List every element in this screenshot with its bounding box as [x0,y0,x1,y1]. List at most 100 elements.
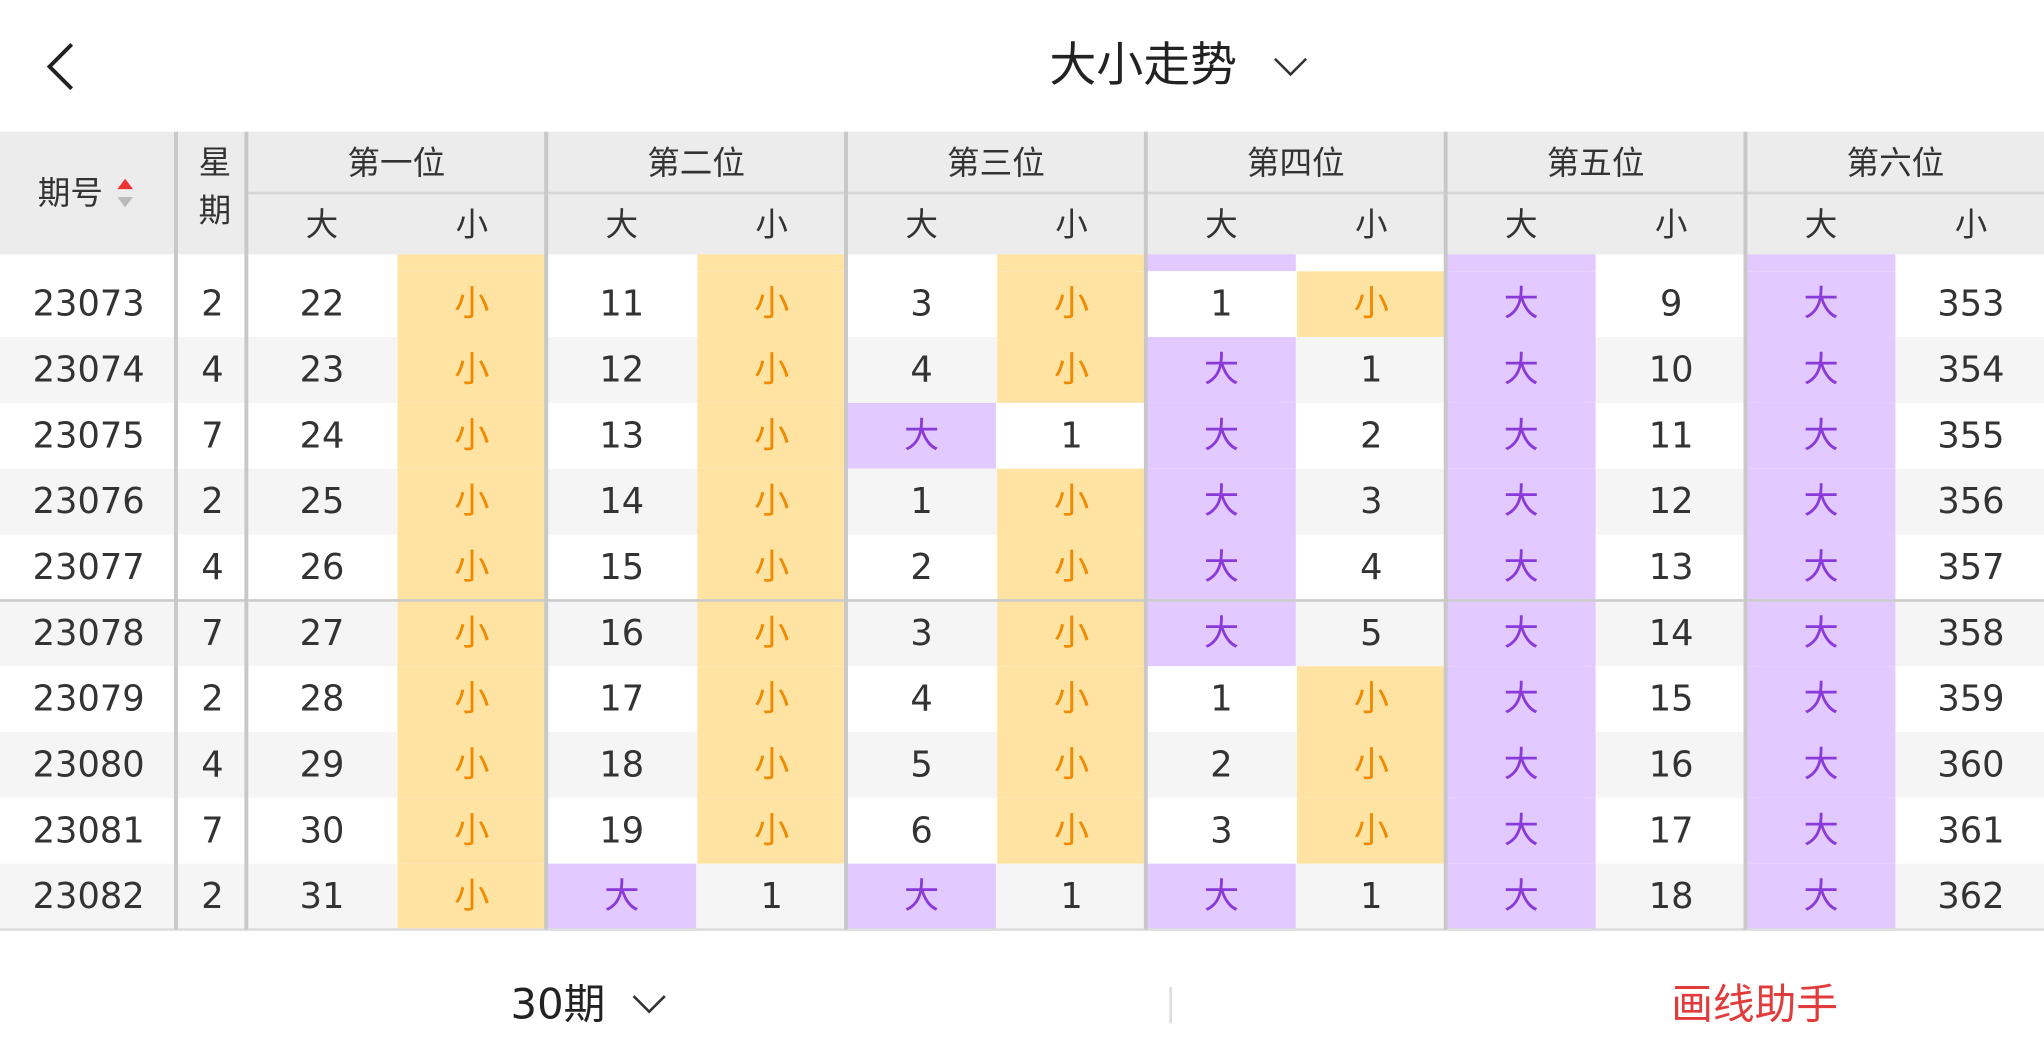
trend-cell: 小 [1054,744,1089,785]
trend-cell: 小 [1054,679,1089,720]
trend-cell: 小 [454,744,489,785]
trend-cell: 大 [1803,810,1838,851]
sort-down[interactable] [117,196,133,208]
trend-cell: 大 [1504,284,1539,325]
trend-cell: 大 [1803,284,1838,325]
weekday-cell: 2 [201,679,223,720]
small-highlight [697,271,847,338]
trend-cell: 大 [1204,481,1239,522]
trend-cell: 1 [910,481,932,522]
sub-header: 小 [1955,205,1988,243]
big-highlight [1446,797,1596,864]
trend-cell: 30 [300,810,345,851]
small-highlight [997,468,1146,535]
trend-cell: 16 [1649,744,1694,785]
small-highlight [697,402,847,469]
trend-cell: 大 [1204,876,1239,917]
partial-cell [1746,254,1896,272]
trend-cell: 小 [754,481,789,522]
trend-cell: 小 [1054,481,1089,522]
trend-cell: 大 [1504,547,1539,588]
trend-cell: 360 [1937,744,2004,785]
big-highlight [1746,402,1896,469]
trend-cell: 1 [1210,679,1232,720]
trend-cell: 小 [1054,547,1089,588]
trend-cell: 大 [1504,744,1539,785]
trend-cell: 小 [1354,284,1389,325]
small-highlight [997,534,1146,601]
sub-header: 小 [1655,205,1688,243]
trend-cell: 353 [1937,284,2004,325]
sub-header: 大 [1805,205,1838,243]
page-title[interactable]: 大小走势 [1049,38,1237,93]
period-dropdown-icon[interactable] [632,995,666,1014]
big-highlight [1446,534,1596,601]
trend-cell: 22 [300,284,345,325]
trend-cell: 大 [904,415,939,456]
small-highlight [697,732,847,798]
table-body: 23073 2 22 小 11 小 3 小 1 小大 9 大 35323074 4 23 小 12 小 4 小大 1 大 1… [0,254,2044,930]
trend-cell: 14 [1649,613,1694,654]
group-header: 第一位 [347,144,445,182]
big-highlight [547,863,697,930]
small-highlight [397,666,547,733]
small-highlight [1297,797,1446,864]
issue-header[interactable]: 期号 [38,174,103,212]
trend-cell: 13 [599,415,644,456]
sub-header: 小 [755,205,788,243]
small-highlight [397,732,547,798]
small-highlight [697,534,847,601]
weekday-cell: 2 [201,284,223,325]
trend-cell: 16 [599,613,644,654]
partial-cell [397,254,547,272]
small-highlight [1297,666,1446,733]
weekday-cell: 7 [201,613,223,654]
trend-cell: 4 [910,349,932,390]
trend-cell: 1 [1060,415,1082,456]
trend-cell: 大 [1204,415,1239,456]
issue-cell: 23077 [33,547,145,588]
big-highlight [1446,600,1596,667]
big-highlight [1746,468,1896,535]
small-highlight [1297,732,1446,798]
trend-cell: 大 [1803,349,1838,390]
trend-cell: 小 [454,679,489,720]
trend-cell: 大 [1504,876,1539,917]
partial-cell [1147,254,1296,272]
trend-cell: 大 [1803,613,1838,654]
period-selector[interactable]: 30期 [511,979,606,1028]
sub-header: 大 [905,205,938,243]
trend-cell: 小 [454,481,489,522]
trend-cell: 大 [1803,679,1838,720]
issue-cell: 23079 [33,679,145,720]
big-highlight [1446,732,1596,798]
trend-cell: 小 [454,547,489,588]
trend-cell: 小 [754,810,789,851]
trend-cell: 14 [599,481,644,522]
big-highlight [1746,666,1896,733]
trend-cell: 4 [910,679,932,720]
issue-cell: 23073 [33,284,145,325]
trend-cell: 小 [1354,744,1389,785]
group-header: 第三位 [947,144,1045,182]
title-dropdown-icon[interactable] [1273,57,1308,77]
small-highlight [997,271,1146,338]
weekday-cell: 7 [201,415,223,456]
draw-line-tool[interactable]: 画线助手 [1671,979,1838,1028]
trend-cell: 小 [1354,810,1389,851]
trend-cell: 小 [1354,679,1389,720]
sort-up[interactable] [117,178,133,190]
trend-cell: 2 [1360,415,1382,456]
issue-cell: 23076 [33,481,145,522]
trend-cell: 29 [300,744,345,785]
group-header: 第二位 [647,144,745,182]
trend-cell: 小 [754,415,789,456]
trend-cell: 小 [754,284,789,325]
small-highlight [697,600,847,667]
trend-cell: 5 [910,744,932,785]
big-highlight [1147,863,1296,930]
big-highlight [1746,600,1896,667]
back-button[interactable] [46,43,74,91]
small-highlight [697,468,847,535]
